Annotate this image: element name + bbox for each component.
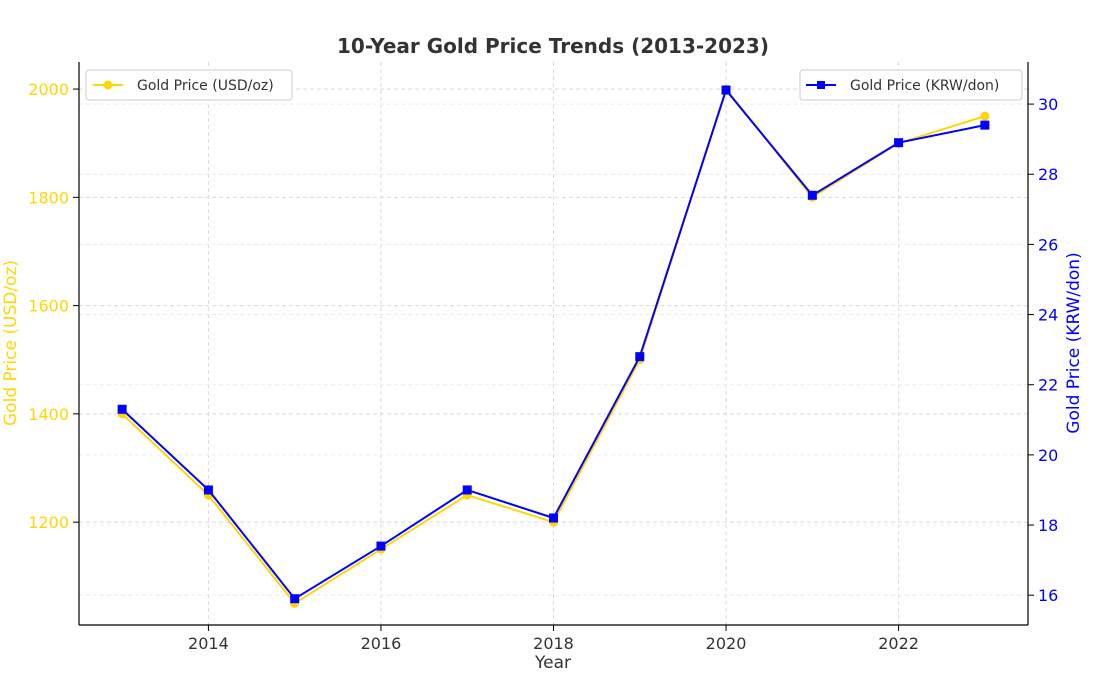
x-tick-label: 2016: [361, 634, 402, 653]
y-left-tick-label: 1200: [28, 513, 69, 532]
y-right-tick-label: 24: [1038, 306, 1058, 325]
y-right-tick-label: 16: [1038, 586, 1058, 605]
legend-krw: Gold Price (KRW/don): [799, 69, 1023, 101]
x-tick-label: 2022: [878, 634, 919, 653]
chart-title: 10-Year Gold Price Trends (2013-2023): [337, 34, 769, 58]
series-krw-point: [807, 190, 817, 200]
grid-layer: [79, 62, 1028, 625]
legend-usd-swatch-marker: [103, 80, 113, 90]
series-krw-point: [290, 594, 300, 604]
x-tick-label: 2018: [533, 634, 574, 653]
legend-krw-swatch-marker: [817, 81, 825, 89]
legend-usd-box: [85, 69, 293, 101]
y-right-tick-label: 30: [1038, 95, 1058, 114]
series-layer: [117, 84, 990, 608]
series-krw-point: [635, 352, 645, 362]
y-left-tick-label: 1800: [28, 188, 69, 207]
y-right-tick-label: 20: [1038, 446, 1058, 465]
y-left-tick-label: 2000: [28, 80, 69, 99]
y-right-tick-label: 28: [1038, 165, 1058, 184]
legend-krw-box: [799, 69, 1023, 101]
y-right-tick-label: 26: [1038, 235, 1058, 254]
series-krw-point: [376, 541, 386, 551]
series-usd-point: [980, 111, 990, 121]
axes-layer: 2014 2016 2018 2020 202212001400160018002000…: [28, 62, 1058, 653]
series-krw-point: [462, 485, 472, 495]
y-left-tick-label: 1600: [28, 297, 69, 316]
series-krw-point: [721, 85, 731, 95]
x-axis-title: Year: [534, 653, 571, 673]
x-tick-label: 2020: [706, 634, 747, 653]
legend-krw-label: Gold Price (KRW/don): [850, 78, 999, 94]
y-left-tick-label: 1400: [28, 405, 69, 424]
series-krw-point: [549, 513, 558, 523]
y-right-tick-label: 18: [1038, 516, 1058, 535]
series-krw-point: [980, 120, 990, 130]
y-right-tick-label: 22: [1038, 376, 1058, 395]
y-axis-left-title: Gold Price (USD/oz): [1, 260, 21, 426]
legend-usd: Gold Price (USD/oz): [85, 69, 293, 101]
legend-usd-label: Gold Price (USD/oz): [137, 78, 274, 94]
series-krw-point: [894, 138, 904, 148]
series-krw-point: [203, 485, 213, 495]
y-axis-right-title: Gold Price (KRW/don): [1064, 252, 1084, 433]
series-krw-point: [117, 404, 127, 414]
x-tick-label: 2014: [188, 634, 229, 653]
